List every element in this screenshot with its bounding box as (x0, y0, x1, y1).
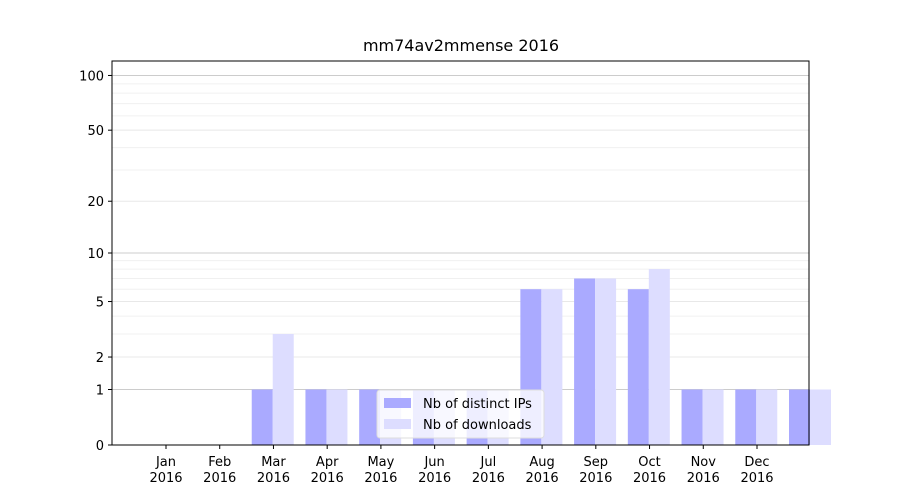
bar-distinct-ips (359, 389, 381, 445)
bar-distinct-ips (681, 389, 703, 445)
x-tick-label-month: Feb (208, 455, 231, 470)
y-tick-label: 0 (96, 439, 104, 454)
x-tick-label-month: Jan (155, 455, 176, 470)
bar-distinct-ips (735, 389, 757, 445)
x-tick-label-year: 2016 (579, 471, 612, 486)
x-tick-label-month: Oct (638, 455, 660, 470)
x-tick-label-year: 2016 (364, 471, 397, 486)
x-tick-label-year: 2016 (472, 471, 505, 486)
x-tick-label-month: Jun (423, 455, 444, 470)
bar-downloads (810, 389, 831, 445)
legend-label: Nb of downloads (423, 418, 532, 433)
bar-downloads (756, 389, 778, 445)
bar-distinct-ips (789, 389, 810, 445)
y-tick-label: 20 (87, 195, 104, 210)
x-tick-label-year: 2016 (311, 471, 344, 486)
bar-downloads (595, 278, 617, 445)
bar-distinct-ips (574, 278, 596, 445)
bar-downloads (541, 289, 563, 445)
x-tick-label-year: 2016 (687, 471, 720, 486)
x-tick-label-month: Apr (316, 455, 339, 470)
x-tick-label-year: 2016 (526, 471, 559, 486)
x-tick-label-month: Nov (691, 455, 717, 470)
bar-distinct-ips (627, 289, 649, 445)
y-tick-label: 2 (96, 351, 104, 366)
x-tick-label-month: Aug (529, 455, 554, 470)
legend-swatch (384, 419, 411, 429)
legend: Nb of distinct IPs Nb of downloads (376, 389, 545, 439)
x-tick-label-month: Sep (584, 455, 609, 470)
plot-frame (111, 60, 810, 446)
y-tick-label: 10 (87, 247, 104, 262)
x-tick-label-year: 2016 (257, 471, 290, 486)
y-tick-label: 100 (79, 69, 104, 84)
legend-box (376, 389, 545, 439)
x-tick-label-month: Mar (261, 455, 286, 470)
bar-distinct-ips (305, 389, 327, 445)
x-tick-label-year: 2016 (203, 471, 236, 486)
y-tick-label: 50 (87, 124, 104, 139)
x-tick-label-month: Jul (480, 455, 497, 470)
x-tick-label-year: 2016 (418, 471, 451, 486)
axes-layer: 0125102050100Jan2016Feb2016Mar2016Apr201… (79, 60, 810, 486)
bars-layer (251, 269, 831, 445)
x-tick-label-month: May (367, 455, 394, 470)
y-tick-label: 1 (96, 383, 104, 398)
legend-label: Nb of distinct IPs (423, 397, 532, 412)
chart-title: mm74av2mmense 2016 (363, 36, 559, 55)
grid-layer (112, 74, 809, 390)
bar-downloads (326, 389, 348, 445)
bar-downloads (272, 333, 294, 445)
y-tick-label: 5 (96, 296, 104, 311)
x-tick-label-year: 2016 (149, 471, 182, 486)
legend-swatch (384, 398, 411, 408)
x-tick-label-month: Dec (744, 455, 769, 470)
bar-distinct-ips (251, 389, 273, 445)
x-tick-label-year: 2016 (633, 471, 666, 486)
x-tick-label-year: 2016 (740, 471, 773, 486)
bar-downloads (648, 269, 670, 445)
bar-downloads (702, 389, 724, 445)
